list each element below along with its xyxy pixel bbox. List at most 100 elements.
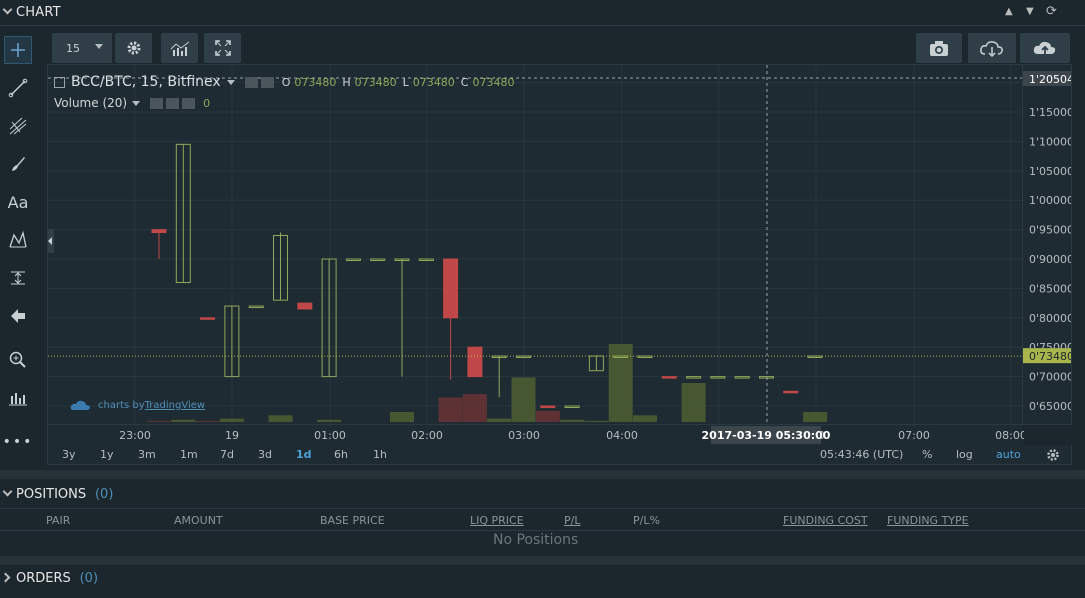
volume-label[interactable]: Volume (20) <box>54 96 128 110</box>
symbol-label[interactable]: BCC/BTC, 15, Bitfinex <box>71 74 221 90</box>
candle-body <box>783 390 799 394</box>
measure-tool-icon[interactable] <box>4 264 32 292</box>
range-6h[interactable]: 6h <box>334 448 348 461</box>
crosshair-time-label: 2017-03-19 05:30:00 <box>702 429 831 442</box>
percent-toggle[interactable]: % <box>922 448 933 461</box>
expand-chevron-icon[interactable] <box>0 572 11 583</box>
drawing-toolbar: Aa ••• <box>0 30 36 470</box>
candle-body <box>273 234 288 301</box>
watermark-link[interactable]: TradingView <box>144 399 206 411</box>
section-divider <box>0 556 1085 565</box>
candle-body <box>661 376 677 379</box>
ohlc-low-value: 073480 <box>412 75 455 89</box>
arrow-left-icon[interactable] <box>4 302 32 330</box>
collapse-chevron-icon[interactable] <box>2 4 13 15</box>
eye-icon[interactable] <box>244 76 258 88</box>
time-axis[interactable]: 23:001901:0002:0003:0004:000:0007:0008:0… <box>47 425 1024 445</box>
range-bar: 3y 1y 3m 1m 7d 3d 1d 6h 1h 05:43:46 (UTC… <box>47 445 1072 465</box>
more-tools-icon[interactable]: ••• <box>2 434 34 450</box>
time-tick-label: 08:00 <box>995 429 1024 442</box>
volume-bar <box>438 397 463 422</box>
range-3d[interactable]: 3d <box>258 448 272 461</box>
chevron-down-icon <box>95 44 103 49</box>
pitchfork-tool-icon[interactable] <box>4 112 32 140</box>
candle-body <box>418 258 434 261</box>
chart-pane[interactable]: BCC/BTC, 15, Bitfinex O 073480 H 073480 … <box>47 64 1023 425</box>
positions-count: (0) <box>94 487 114 502</box>
interval-select[interactable]: 15 <box>52 33 112 63</box>
candle-body <box>467 346 483 378</box>
candle-body <box>224 305 240 378</box>
eye-icon[interactable] <box>150 97 164 109</box>
trend-line-tool-icon[interactable] <box>4 74 32 102</box>
chevron-down-icon[interactable] <box>226 79 235 85</box>
indicators-button[interactable] <box>161 33 198 63</box>
volume-bar <box>681 383 706 422</box>
volume-bar <box>147 420 171 422</box>
time-tick-label: 02:00 <box>411 429 443 442</box>
volume-bar <box>487 418 512 422</box>
ohlc-close-key: C <box>460 75 469 89</box>
settings-button[interactable] <box>115 33 152 63</box>
ohlc-open-value: 073480 <box>294 75 337 89</box>
range-1y[interactable]: 1y <box>100 448 114 461</box>
crosshair-tool-icon[interactable] <box>4 36 32 64</box>
collapse-chevron-icon[interactable] <box>2 486 13 497</box>
tradingview-watermark[interactable]: charts by TradingView <box>70 399 205 411</box>
range-1m[interactable]: 1m <box>180 448 198 461</box>
column-header-base-price: BASE PRICE <box>320 514 385 527</box>
collapse-toolbar-handle[interactable] <box>48 229 54 253</box>
zoom-in-icon[interactable] <box>4 346 32 374</box>
range-3y[interactable]: 3y <box>62 448 76 461</box>
column-header-pl[interactable]: P/L <box>564 514 581 527</box>
candle-body <box>564 405 580 408</box>
orders-title: ORDERS <box>16 571 71 586</box>
text-tool-icon[interactable]: Aa <box>7 192 29 212</box>
settings-icon[interactable] <box>260 76 274 88</box>
orders-header[interactable]: ORDERS (0) <box>16 571 98 586</box>
candle-body <box>370 258 386 261</box>
positions-header[interactable]: POSITIONS (0) <box>16 487 113 502</box>
brush-tool-icon[interactable] <box>4 150 32 178</box>
column-header-funding-cost[interactable]: FUNDING COST <box>783 514 868 527</box>
move-up-icon[interactable]: ▲ <box>1005 6 1013 17</box>
chart-type-icon[interactable] <box>54 76 65 88</box>
settings-icon[interactable] <box>166 97 180 109</box>
gear-icon[interactable] <box>1045 447 1061 463</box>
chevron-down-icon[interactable] <box>132 100 141 106</box>
chevron-left-icon <box>48 237 52 245</box>
watermark-prefix: charts by <box>98 399 145 411</box>
refresh-icon[interactable]: ⟳ <box>1046 4 1057 19</box>
range-3m[interactable]: 3m <box>138 448 156 461</box>
volume-bar <box>390 411 414 422</box>
range-1h[interactable]: 1h <box>373 448 387 461</box>
log-toggle[interactable]: log <box>956 448 973 461</box>
load-chart-button[interactable] <box>968 33 1016 63</box>
candlestick-chart[interactable] <box>48 65 1022 424</box>
candle-body <box>516 355 531 359</box>
indicators-tool-icon[interactable] <box>4 384 32 412</box>
range-1d[interactable]: 1d <box>296 448 312 461</box>
move-down-icon[interactable]: ▼ <box>1026 6 1034 17</box>
utc-clock[interactable]: 05:43:46 (UTC) <box>820 448 904 461</box>
price-tick-label: 0'85000 <box>1029 282 1071 295</box>
snapshot-button[interactable] <box>916 33 962 63</box>
scroll-gutter[interactable] <box>1076 30 1085 470</box>
pattern-tool-icon[interactable] <box>4 226 32 254</box>
crosshair-price-label: 1'20504 <box>1029 73 1071 86</box>
candle-body <box>443 258 459 319</box>
column-header-funding-type[interactable]: FUNDING TYPE <box>887 514 969 527</box>
time-tick-label: 04:00 <box>606 429 638 442</box>
fullscreen-button[interactable] <box>204 33 241 63</box>
price-tick-label: 0'95000 <box>1029 224 1071 237</box>
volume-bar <box>584 420 609 422</box>
range-7d[interactable]: 7d <box>220 448 234 461</box>
volume-bar <box>195 420 220 422</box>
price-tick-label: 0'65000 <box>1029 400 1071 413</box>
auto-toggle[interactable]: auto <box>996 448 1021 461</box>
save-chart-button[interactable] <box>1020 33 1070 63</box>
indicators-icon <box>170 41 189 56</box>
price-axis[interactable]: 1'15000 1'10000 1'05000 1'00000 0'95000 0'900… <box>1023 64 1072 425</box>
close-icon[interactable] <box>182 97 196 109</box>
column-header-liq-price[interactable]: LIQ PRICE <box>470 514 524 527</box>
